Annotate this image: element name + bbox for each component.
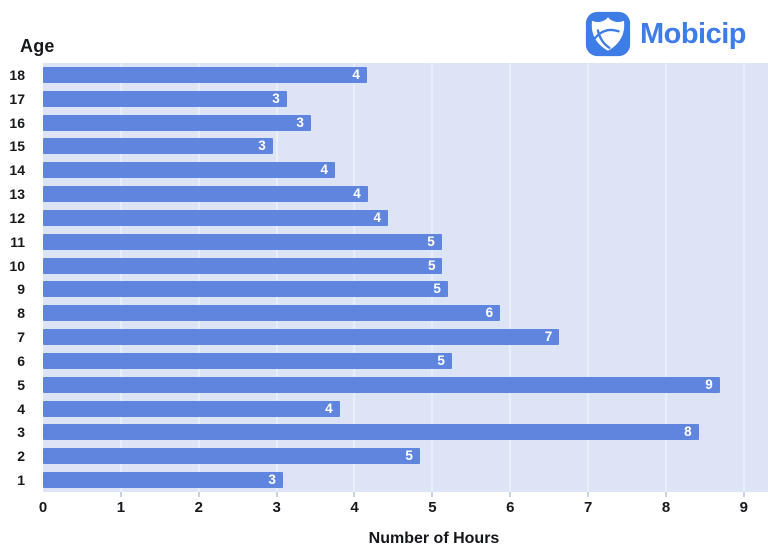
gridline-9	[742, 63, 745, 492]
y-label-14: 14	[9, 162, 25, 179]
bar-age-5: 9	[43, 376, 720, 393]
y-label-9: 9	[17, 281, 25, 298]
y-label-4: 4	[17, 400, 25, 417]
bar-value-label: 5	[437, 352, 445, 368]
x-tick-label-6: 6	[506, 499, 515, 516]
bar-age-9: 5	[43, 281, 448, 298]
bar-value-label: 4	[320, 162, 329, 178]
y-label-13: 13	[9, 186, 25, 203]
x-tick-label-9: 9	[739, 499, 749, 516]
y-label-11: 11	[10, 233, 25, 250]
x-tick-4	[353, 492, 356, 497]
x-tick-8	[664, 492, 667, 497]
bar-value-label: 5	[405, 448, 413, 464]
gridline-7	[587, 63, 590, 492]
bar-age-8: 6	[43, 305, 501, 322]
x-tick-7	[587, 492, 590, 497]
bar-age-10: 5	[43, 257, 443, 274]
x-tick-label-5: 5	[428, 499, 437, 516]
y-label-7: 7	[17, 329, 25, 346]
mobicip-logo-text: Mobicip	[639, 17, 747, 50]
bar-age-3: 8	[43, 424, 699, 441]
y-label-1: 1	[17, 472, 25, 489]
x-tick-2	[197, 492, 200, 497]
x-tick-label-2: 2	[194, 499, 203, 516]
bar-age-18: 4	[43, 66, 367, 83]
bar-value-label: 3	[296, 114, 304, 130]
gridline-1	[119, 63, 122, 492]
bar-age-17: 3	[43, 90, 287, 107]
bar-age-2: 5	[43, 448, 420, 465]
bar-value-label: 8	[684, 424, 692, 440]
x-axis-title: Number of Hours	[368, 530, 500, 547]
y-label-5: 5	[17, 376, 25, 393]
x-tick-9	[742, 492, 745, 497]
gridline-3	[275, 63, 278, 492]
y-label-3: 3	[17, 424, 25, 441]
bar-value-label: 3	[272, 90, 280, 106]
y-axis-labels: 18 17 16 15 14 13 12 11 10 9 8 7 6 5 4 3 2 1	[0, 63, 34, 492]
x-tick-label-1: 1	[116, 499, 126, 516]
bar-value-label: 9	[705, 376, 713, 392]
bar-age-12: 4	[43, 209, 388, 226]
bar-value-label: 4	[352, 66, 360, 82]
bar-value-label: 3	[258, 138, 266, 154]
x-tick-5	[431, 492, 434, 497]
x-tick-1	[119, 492, 122, 497]
gridline-8	[664, 63, 667, 492]
x-tick-label-4: 4	[350, 499, 359, 516]
x-tick-label-0: 0	[38, 499, 48, 516]
bar-value-label: 5	[427, 233, 435, 249]
y-label-12: 12	[9, 209, 25, 226]
x-tick-6	[509, 492, 512, 497]
x-tick-label-7: 7	[583, 499, 593, 516]
x-tick-3	[275, 492, 278, 497]
y-label-17: 17	[9, 90, 25, 107]
bar-age-14: 4	[43, 162, 336, 179]
y-axis-title: Age	[20, 36, 55, 56]
y-label-15: 15	[9, 138, 25, 155]
y-label-6: 6	[17, 352, 25, 369]
y-label-18: 18	[9, 66, 25, 83]
y-label-2: 2	[17, 448, 25, 465]
bar-age-13: 4	[43, 186, 368, 203]
x-tick-label-8: 8	[661, 499, 671, 516]
x-tick-label-3: 3	[272, 499, 281, 516]
bar-value-label: 7	[544, 329, 553, 345]
mobicip-logo: Mobicip	[585, 11, 747, 57]
bar-value-label: 4	[373, 209, 381, 225]
bar-value-label: 4	[325, 400, 333, 416]
bar-age-11: 5	[43, 233, 442, 250]
bar-value-label: 3	[268, 472, 276, 488]
bar-value-label: 5	[427, 257, 436, 273]
bar-age-4: 4	[43, 400, 340, 417]
bar-age-15: 3	[43, 138, 273, 155]
bar-value-label: 5	[433, 281, 441, 297]
gridline-2	[197, 63, 200, 492]
bar-age-16: 3	[43, 114, 311, 131]
bar-value-label: 4	[353, 186, 361, 202]
gridline-5	[431, 63, 434, 492]
mobicip-logo-icon	[585, 11, 631, 57]
y-label-10: 10	[9, 257, 25, 274]
gridline-4	[353, 63, 356, 492]
bar-age-7: 7	[43, 329, 560, 346]
bar-age-6: 5	[43, 352, 452, 369]
y-label-16: 16	[9, 114, 25, 131]
bar-age-1: 3	[43, 472, 283, 489]
gridline-6	[509, 63, 512, 492]
y-label-8: 8	[17, 305, 25, 322]
bar-value-label: 6	[485, 305, 494, 321]
